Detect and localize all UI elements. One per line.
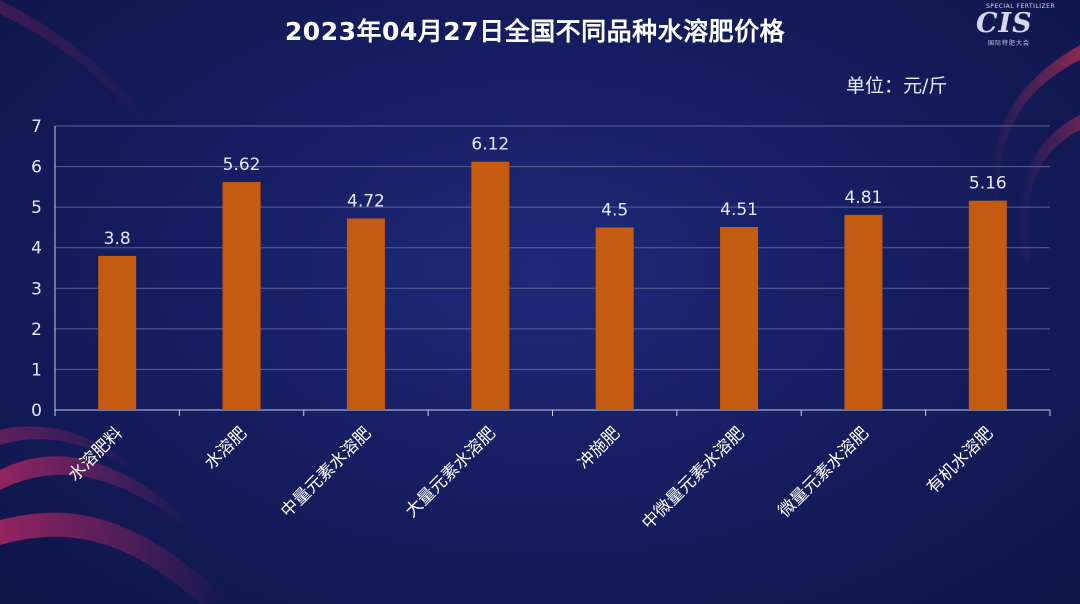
x-tick-label: 中微量元素水溶肥 xyxy=(638,423,748,533)
x-tick-label: 微量元素水溶肥 xyxy=(775,423,873,521)
data-label: 4.51 xyxy=(720,200,758,220)
chart-title: 2023年04月27日全国不同品种水溶肥价格 xyxy=(284,17,786,46)
logo-mark: CIS xyxy=(976,8,1033,39)
y-tick-label: 3 xyxy=(31,279,42,299)
bar xyxy=(720,227,759,410)
data-label: 3.8 xyxy=(104,229,131,249)
logo-subtext: 国际特肥大会 xyxy=(988,40,1031,47)
x-tick-label: 冲施肥 xyxy=(574,423,624,473)
y-tick-label: 6 xyxy=(31,158,42,178)
logo-tagline: SPECIAL FERTILIZER xyxy=(986,3,1056,10)
y-tick-label: 2 xyxy=(31,320,42,340)
data-label: 6.12 xyxy=(471,135,509,155)
bar xyxy=(222,181,261,410)
x-tick-label: 有机水溶肥 xyxy=(923,423,997,497)
data-label: 4.5 xyxy=(601,200,628,220)
data-label: 4.72 xyxy=(347,192,385,212)
cis-logo: SPECIAL FERTILIZER CIS 国际特肥大会 xyxy=(960,3,1072,47)
bar xyxy=(471,161,510,410)
data-label: 5.16 xyxy=(969,174,1007,194)
x-tick-label: 大量元素水溶肥 xyxy=(402,423,500,521)
data-label: 4.81 xyxy=(845,188,883,208)
x-tick-label: 水溶肥 xyxy=(201,423,251,473)
bar xyxy=(98,255,137,410)
y-tick-label: 4 xyxy=(31,239,42,259)
data-label: 5.62 xyxy=(223,155,261,175)
bar xyxy=(968,200,1007,410)
bar xyxy=(346,218,385,410)
x-tick-label: 水溶肥料 xyxy=(64,423,126,485)
bar xyxy=(844,214,883,410)
y-tick-label: 1 xyxy=(31,360,42,380)
x-tick-label: 中量元素水溶肥 xyxy=(277,423,375,521)
y-tick-label: 0 xyxy=(31,401,42,421)
bar xyxy=(595,227,634,410)
y-tick-label: 5 xyxy=(31,198,42,218)
y-tick-label: 7 xyxy=(31,117,42,137)
unit-label: 单位：元/斤 xyxy=(846,75,948,97)
